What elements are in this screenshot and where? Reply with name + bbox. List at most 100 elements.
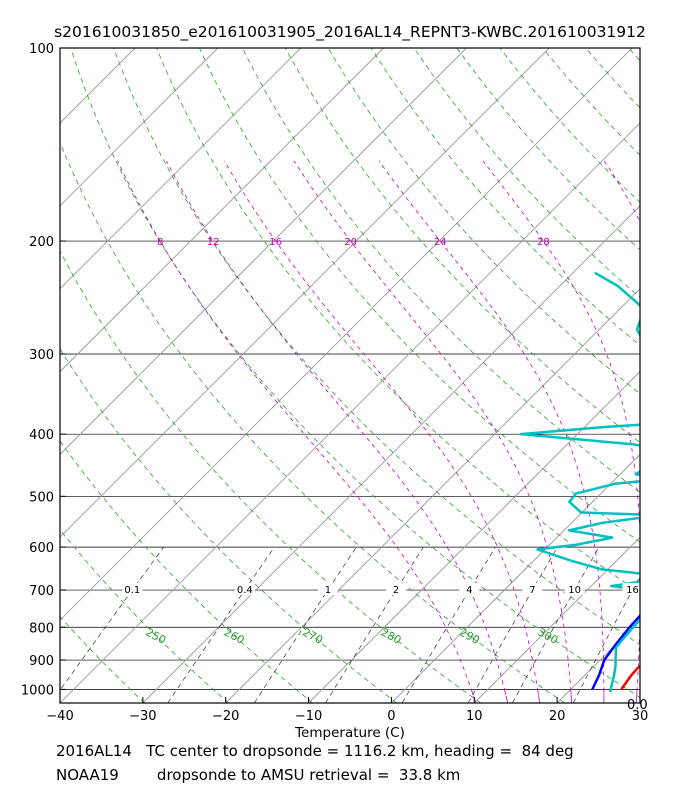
isotherm--100 bbox=[60, 48, 219, 207]
isotherm--120 bbox=[0, 48, 52, 703]
series-line-3 bbox=[519, 271, 640, 693]
y-tick-label: 1000 bbox=[21, 683, 54, 698]
y-tick-label: 100 bbox=[29, 42, 54, 57]
dry-adiabat-230 bbox=[60, 701, 61, 703]
x-tick-label: 10 bbox=[466, 709, 483, 724]
isotherm--60 bbox=[60, 48, 550, 538]
y-tick-label: 500 bbox=[29, 490, 54, 505]
x-tick-label: 20 bbox=[549, 709, 566, 724]
corner-label: 0.0 bbox=[627, 698, 648, 713]
isotherm--90 bbox=[60, 48, 302, 290]
mixing-ratio-line bbox=[512, 546, 600, 703]
mixing-ratio-label-bg bbox=[122, 583, 143, 596]
mixing-ratio-label: 10 bbox=[568, 585, 581, 596]
x-tick-label: 0 bbox=[387, 709, 395, 724]
footer-tc-distance: 2016AL14 TC center to dropsonde = 1116.2… bbox=[56, 742, 574, 760]
mixing-ratio-label: 4 bbox=[466, 585, 472, 596]
series-line-1 bbox=[591, 613, 640, 690]
isotherm--20 bbox=[225, 288, 640, 703]
isotherm-30 bbox=[639, 702, 640, 703]
plot-frame bbox=[59, 47, 641, 704]
moist-adiabat-12 bbox=[166, 160, 509, 703]
dry-adiabat-350 bbox=[284, 48, 640, 444]
y-tick-label: 700 bbox=[29, 584, 54, 599]
isotherm--70 bbox=[60, 48, 467, 456]
dry-adiabat-310 bbox=[113, 48, 640, 646]
y-tick-label: 800 bbox=[29, 621, 54, 636]
dry-adiabat-240 bbox=[60, 615, 145, 703]
mixing-ratio-label: 16 bbox=[626, 585, 639, 596]
dry-adiabat-250 bbox=[60, 529, 229, 703]
mixing-ratio-line bbox=[467, 546, 558, 703]
dry-adiabat-330 bbox=[199, 48, 640, 543]
dry-adiabat-label: 290 bbox=[457, 626, 482, 647]
x-tick-label: −10 bbox=[295, 709, 322, 724]
y-tick-label: 300 bbox=[29, 348, 54, 363]
x-axis-label: Temperature (C) bbox=[294, 725, 405, 740]
dry-adiabat-420 bbox=[585, 48, 640, 109]
isotherm-0 bbox=[391, 453, 640, 703]
x-tick-label: −20 bbox=[212, 709, 239, 724]
mixing-ratio-label: 0.1 bbox=[124, 585, 140, 596]
dry-adiabat-360 bbox=[327, 48, 640, 395]
moist-adiabat-label: 28 bbox=[537, 237, 550, 248]
mixing-ratio-line bbox=[167, 546, 275, 703]
y-tick-label: 200 bbox=[29, 235, 54, 250]
mixing-ratio-label: 2 bbox=[393, 585, 399, 596]
dry-adiabat-290 bbox=[60, 141, 565, 703]
mixing-ratio-label-bg bbox=[234, 583, 255, 596]
moist-adiabat-28 bbox=[482, 160, 640, 703]
x-tick-label: −40 bbox=[46, 709, 73, 724]
mixing-ratio-label-bg bbox=[564, 583, 585, 596]
mixing-ratio-line bbox=[572, 575, 640, 703]
chart-title: s201610031850_e201610031905_2016AL14_REP… bbox=[54, 23, 646, 42]
dry-adiabat-340 bbox=[242, 48, 640, 493]
moist-adiabat-label: 16 bbox=[269, 237, 282, 248]
isotherm--80 bbox=[60, 48, 384, 373]
moist-adiabat-32 bbox=[603, 160, 640, 223]
dry-adiabat-390 bbox=[456, 48, 640, 251]
isotherm--10 bbox=[308, 370, 640, 703]
isotherm-10 bbox=[473, 536, 640, 703]
mixing-ratio-label-bg bbox=[522, 583, 543, 596]
mixing-ratio-line bbox=[325, 546, 424, 703]
y-tick-label: 600 bbox=[29, 541, 54, 556]
dry-adiabat-label: 300 bbox=[536, 626, 561, 647]
moist-adiabat-8 bbox=[117, 160, 477, 703]
dry-adiabat-430 bbox=[628, 48, 640, 62]
mixing-ratio-line bbox=[254, 546, 357, 703]
mixing-ratio-label-bg bbox=[317, 583, 338, 596]
mixing-ratio-label-bg bbox=[459, 583, 480, 596]
mixing-ratio-label: 7 bbox=[529, 585, 535, 596]
mixing-ratio-label-bg bbox=[386, 583, 407, 596]
dry-adiabat-label: 270 bbox=[300, 626, 325, 647]
dry-adiabat-260 bbox=[60, 440, 313, 703]
isotherm-20 bbox=[556, 619, 640, 703]
moist-adiabat-label: 24 bbox=[434, 237, 447, 248]
mixing-ratio-label-bg bbox=[622, 583, 643, 596]
moist-adiabat-24 bbox=[378, 160, 605, 703]
dry-adiabat-320 bbox=[156, 48, 640, 594]
dry-adiabat-400 bbox=[499, 48, 640, 203]
isotherm--110 bbox=[60, 48, 136, 124]
x-tick-label: 30 bbox=[632, 709, 649, 724]
dry-adiabat-280 bbox=[60, 250, 481, 703]
dry-adiabat-label: 280 bbox=[379, 626, 404, 647]
dry-adiabat-270 bbox=[60, 348, 397, 703]
mixing-ratio-line bbox=[60, 546, 164, 691]
series-line-2 bbox=[651, 199, 700, 694]
dry-adiabat-370 bbox=[370, 48, 640, 346]
dry-adiabat-label: 250 bbox=[143, 626, 168, 647]
x-tick-label: −30 bbox=[129, 709, 156, 724]
moist-adiabat-label: 12 bbox=[207, 237, 220, 248]
moist-adiabat-16 bbox=[223, 160, 541, 703]
moist-adiabat-label: 20 bbox=[344, 237, 357, 248]
dry-adiabat-440 bbox=[672, 48, 700, 703]
moist-adiabat-label: 8 bbox=[157, 237, 163, 248]
mixing-ratio-label: 0.4 bbox=[237, 585, 253, 596]
y-tick-label: 400 bbox=[29, 428, 54, 443]
mixing-ratio-label: 1 bbox=[325, 585, 331, 596]
dry-adiabat-380 bbox=[413, 48, 640, 298]
isotherm--40 bbox=[60, 122, 640, 703]
y-tick-label: 900 bbox=[29, 654, 54, 669]
